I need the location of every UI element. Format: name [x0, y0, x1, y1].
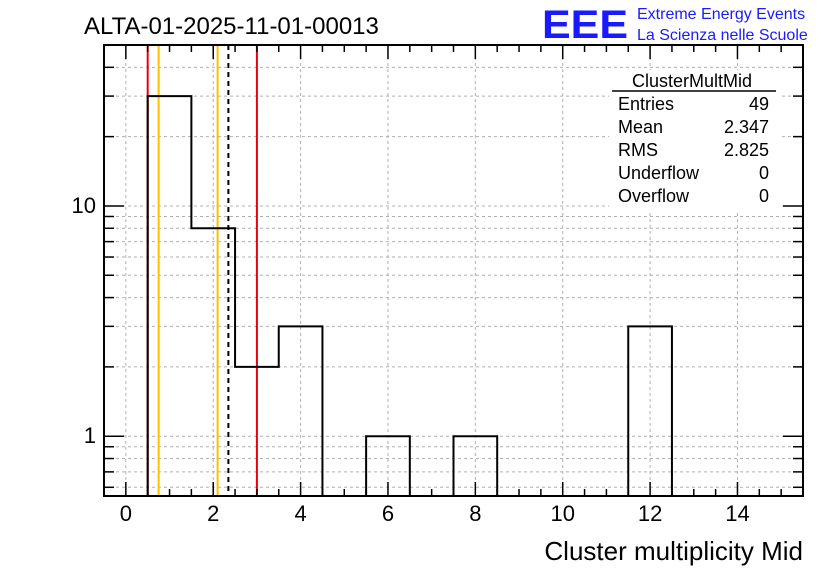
chart-title: ALTA-01-2025-11-01-00013	[84, 13, 379, 40]
stats-label: Entries	[618, 94, 674, 114]
stats-value: 49	[749, 94, 769, 114]
axis-ticks	[104, 44, 803, 496]
x-axis-title: Cluster multiplicity Mid	[544, 536, 803, 566]
x-tick-label: 2	[207, 501, 219, 526]
x-tick-label: 0	[120, 501, 132, 526]
eee-logo: EEE Extreme Energy Events La Scienza nel…	[542, 3, 808, 47]
logo-mark: EEE	[542, 3, 628, 47]
x-tick-label: 14	[725, 501, 749, 526]
x-tick-label: 10	[550, 501, 574, 526]
tick-labels: 0 2 4 6 8 10 12 14 1 10	[72, 193, 750, 526]
stats-box: ClusterMultMid Entries 49 Mean 2.347 RMS 2.82…	[609, 70, 779, 210]
x-tick-label: 6	[382, 501, 394, 526]
logo-line2: La Scienza nelle Scuole	[637, 27, 808, 44]
stats-value: 2.825	[724, 140, 769, 160]
stats-rows: Entries 49 Mean 2.347 RMS 2.825 Underflow 0 Over…	[618, 94, 769, 206]
stats-value: 0	[759, 186, 769, 206]
stats-label: Underflow	[618, 163, 700, 183]
y-tick-label: 10	[72, 193, 96, 218]
stats-label: RMS	[618, 140, 658, 160]
stats-box-background	[609, 70, 779, 210]
stats-label: Mean	[618, 117, 663, 137]
x-tick-label: 8	[469, 501, 481, 526]
x-tick-label: 12	[638, 501, 662, 526]
stats-title: ClusterMultMid	[632, 71, 752, 91]
logo-line1: Extreme Energy Events	[637, 6, 805, 23]
stats-value: 0	[759, 163, 769, 183]
stats-value: 2.347	[724, 117, 769, 137]
x-tick-label: 4	[294, 501, 306, 526]
stats-label: Overflow	[618, 186, 690, 206]
y-tick-label: 1	[84, 423, 96, 448]
